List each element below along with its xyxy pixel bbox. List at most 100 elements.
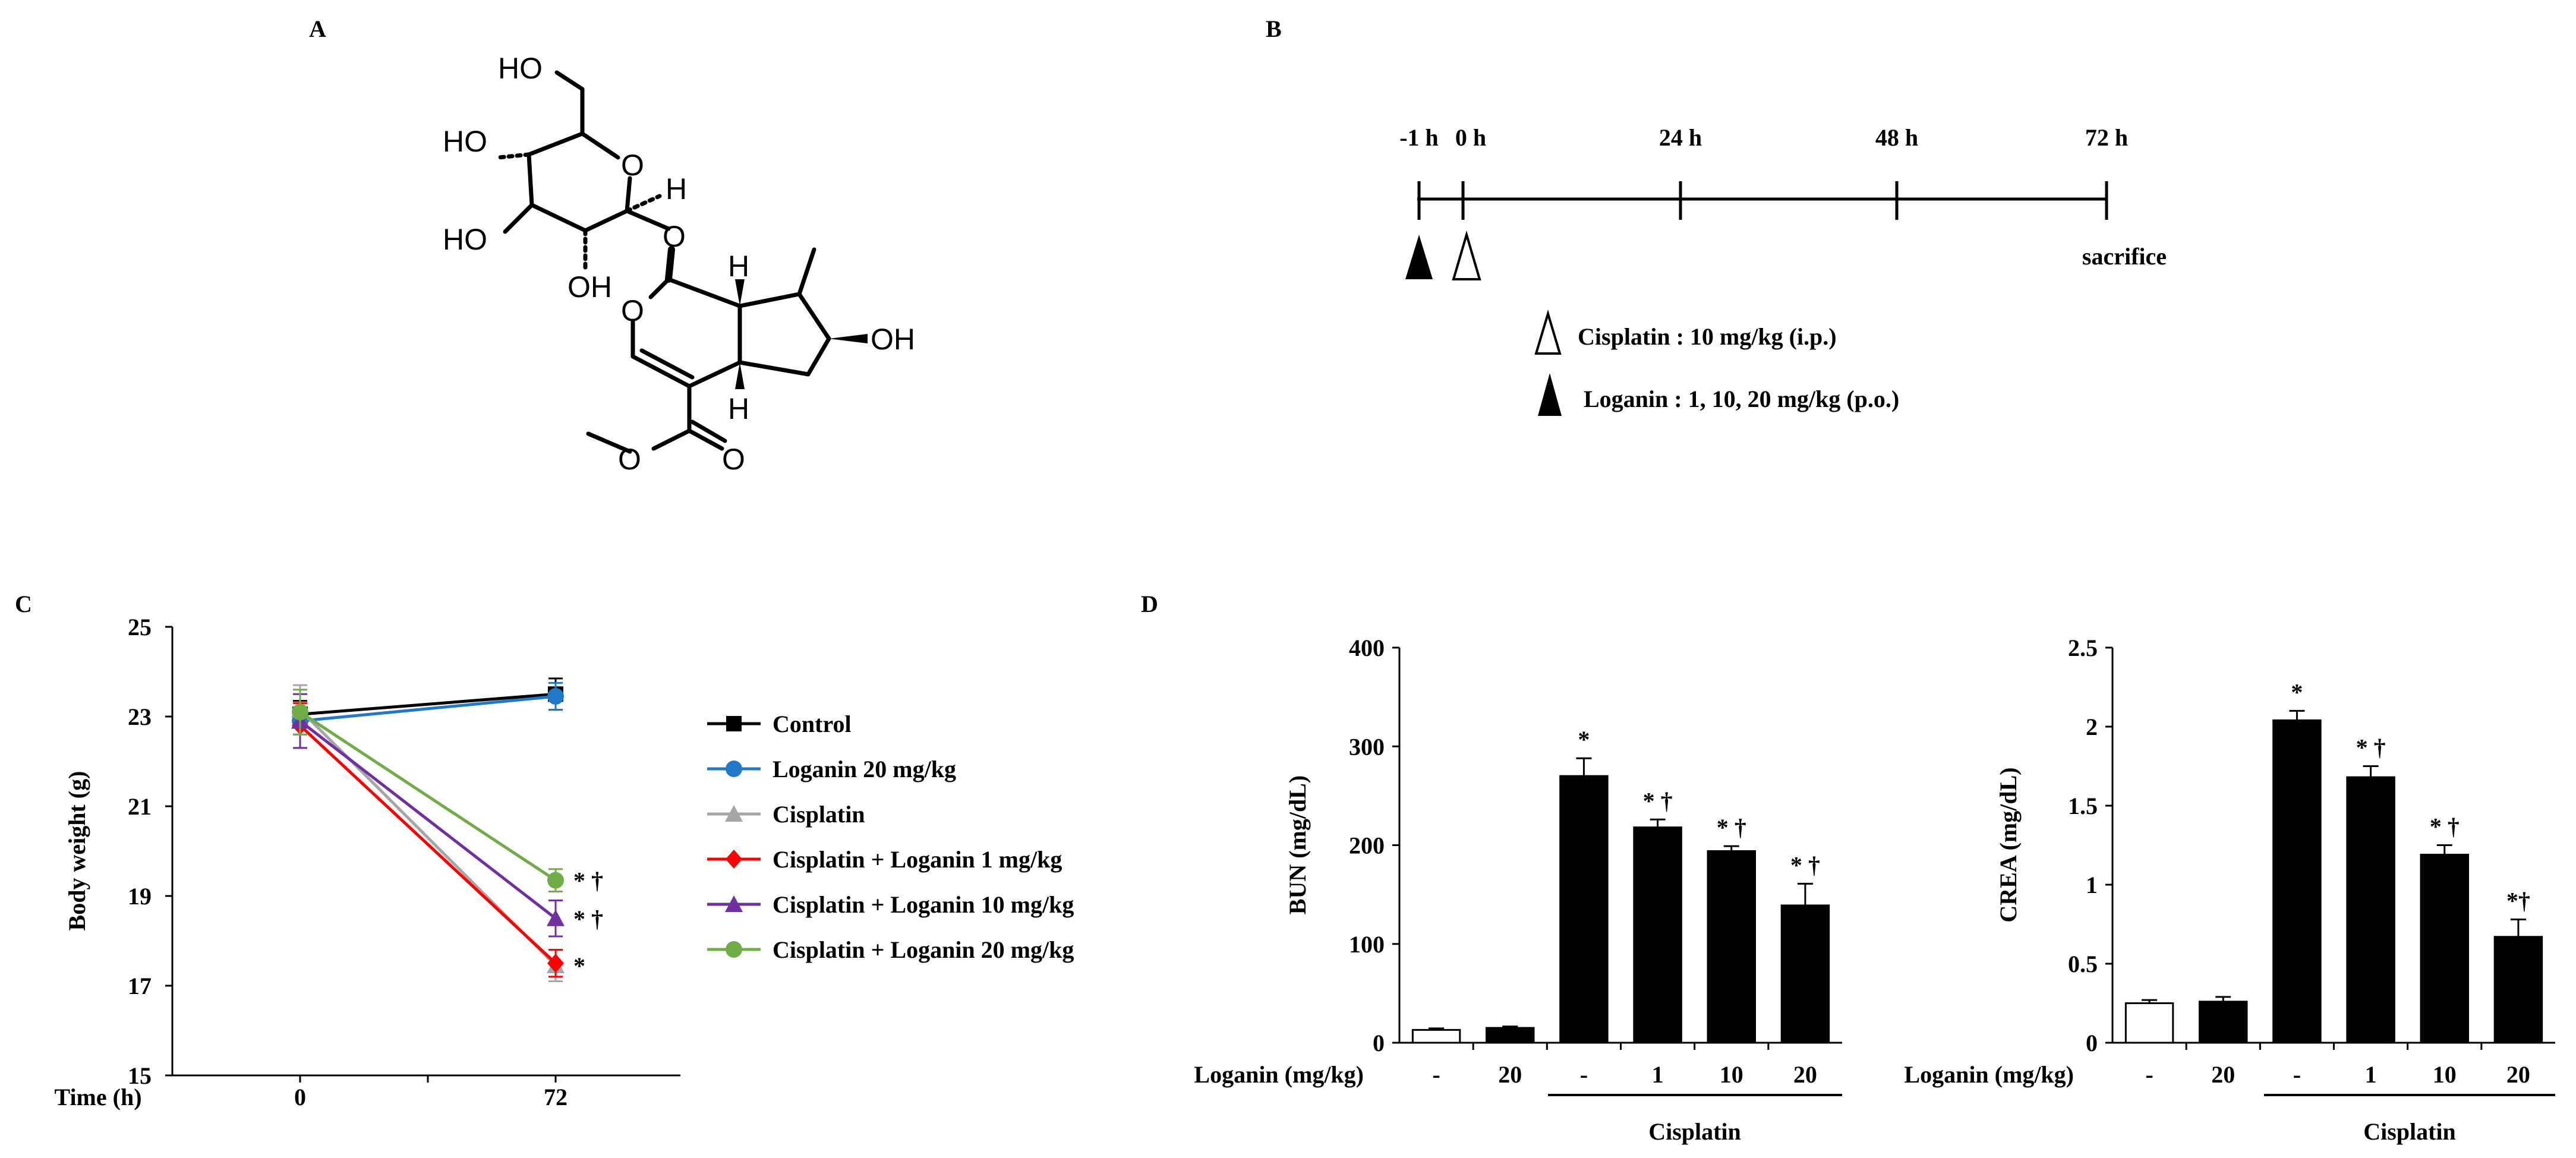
timeline: -1 h 0 h 24 h 48 h 72 h sacrifice Cispla… [1399, 124, 2167, 416]
series-line [299, 724, 557, 965]
series-line [299, 720, 557, 920]
series-6: * † [292, 689, 603, 894]
significance-label: *† [2506, 888, 2530, 914]
atom-o-ring: O [621, 149, 644, 182]
x-tick-label: - [2293, 1061, 2301, 1088]
x-axis-title: Loganin (mg/kg) [1904, 1061, 2074, 1088]
bar [1633, 826, 1682, 1044]
cisplatin-legend-marker [1534, 310, 1562, 355]
significance-label: * † [2430, 813, 2460, 840]
timeline-tick-48h: 48 h [1875, 124, 1918, 151]
x-tick-label: 20 [1793, 1061, 1817, 1088]
atom-o-link: O [663, 220, 686, 253]
data-point [547, 954, 564, 973]
legend-marker [726, 716, 742, 731]
x-tick-label: 0 [294, 1084, 306, 1110]
y-tick-label: 2 [2086, 714, 2098, 740]
loganin-dose-marker [1405, 235, 1433, 279]
bar [2493, 936, 2543, 1044]
significance-label: * [573, 952, 585, 979]
legend-label: Control [773, 711, 852, 737]
atom-o-pyran: O [621, 294, 644, 327]
y-tick-label: 25 [128, 614, 152, 640]
y-tick-label: 15 [128, 1062, 152, 1089]
x-tick-label: - [2145, 1061, 2153, 1088]
bar-group-2: 20 [2199, 996, 2248, 1088]
body-weight-chart: Time (h) Body weight (g) 15 17 19 21 23 25 0 72… [54, 614, 1074, 1110]
legend-item: Loganin 20 mg/kg [707, 756, 956, 782]
bar [2420, 853, 2469, 1044]
y-tick-label: 1 [2086, 872, 2098, 898]
timeline-tick-0h: 0 h [1455, 124, 1486, 151]
x-tick-label: - [1580, 1061, 1588, 1088]
bar [2346, 776, 2395, 1044]
loganin-legend-marker [1538, 373, 1562, 416]
significance-label: * † [1643, 787, 1673, 814]
atom-h-ring: H [666, 172, 687, 206]
significance-label: * [2291, 679, 2303, 705]
y-tick-label: 19 [128, 883, 152, 910]
bar [1411, 1028, 1461, 1044]
x-tick-label: 72 [544, 1084, 567, 1110]
bar-group-5: * † 10 [1707, 814, 1756, 1088]
x-tick-label: 10 [2433, 1061, 2457, 1088]
data-point [292, 703, 308, 721]
atom-oh-right: OH [871, 323, 915, 356]
legend-label: Loganin 20 mg/kg [773, 756, 956, 782]
significance-label: * † [573, 905, 603, 932]
atom-oh-bottom: OH [567, 270, 612, 304]
crea-bar-chart: CREA (mg/dL) Loganin (mg/kg) Cisplatin 0… [1904, 635, 2555, 1145]
y-tick-label: 0.5 [2068, 951, 2098, 977]
series-1 [292, 677, 563, 729]
legend-item: Control [707, 711, 852, 737]
x-tick-label: 20 [2506, 1061, 2530, 1088]
significance-label: * [1578, 726, 1590, 753]
cisplatin-dose-marker [1452, 230, 1481, 280]
bar [1559, 775, 1609, 1044]
legend-marker [725, 895, 743, 912]
data-point [547, 872, 564, 889]
y-tick-label: 200 [1349, 832, 1385, 859]
y-axis-title: BUN (mg/dL) [1284, 775, 1311, 914]
bar-group-1: - [2124, 999, 2174, 1088]
legend-item: Cisplatin + Loganin 1 mg/kg [707, 846, 1062, 873]
bar [2199, 1001, 2248, 1044]
bun-bar-chart: BUN (mg/dL) Loganin (mg/kg) Cisplatin 0 1… [1194, 635, 1842, 1145]
bar-group-6: *† 20 [2493, 888, 2543, 1088]
atom-ho-left2: HO [443, 223, 487, 256]
atom-h-lower: H [728, 392, 749, 425]
significance-label: * † [2356, 734, 2386, 761]
bar [1780, 904, 1830, 1044]
series-2 [292, 681, 564, 736]
x-tick-label: 20 [2211, 1061, 2235, 1088]
bar [2124, 1002, 2174, 1044]
y-tick-label: 23 [128, 703, 152, 730]
y-tick-label: 300 [1349, 733, 1385, 760]
significance-label: * † [573, 867, 603, 894]
x-tick-label: - [1432, 1061, 1440, 1088]
y-tick-label: 400 [1349, 635, 1385, 661]
bar-group-3: *- [1559, 726, 1609, 1088]
series-line [299, 692, 556, 716]
series-3: * [291, 684, 585, 982]
legend-item: Cisplatin [707, 801, 865, 828]
series-line [299, 711, 557, 882]
legend-marker [725, 805, 743, 822]
x-axis-title: Time (h) [54, 1084, 141, 1110]
panel-label-b: B [1266, 15, 1282, 42]
atom-h-upper: H [728, 250, 749, 283]
timeline-legend-loganin: Loganin : 1, 10, 20 mg/kg (p.o.) [1584, 386, 1899, 412]
data-point [547, 688, 564, 705]
atom-ho-top: HO [498, 52, 543, 85]
y-tick-label: 0 [2086, 1030, 2098, 1056]
bar [1707, 850, 1756, 1044]
legend-marker [726, 761, 742, 777]
panel-label-a: A [309, 15, 326, 42]
atom-o-carbonyl: O [722, 443, 745, 476]
panel-label-c: C [15, 591, 32, 617]
bar-group-6: * † 20 [1780, 851, 1830, 1088]
series-5: * † [291, 693, 603, 938]
legend-marker [726, 850, 742, 869]
y-axis-title: CREA (mg/dL) [1995, 767, 2022, 922]
